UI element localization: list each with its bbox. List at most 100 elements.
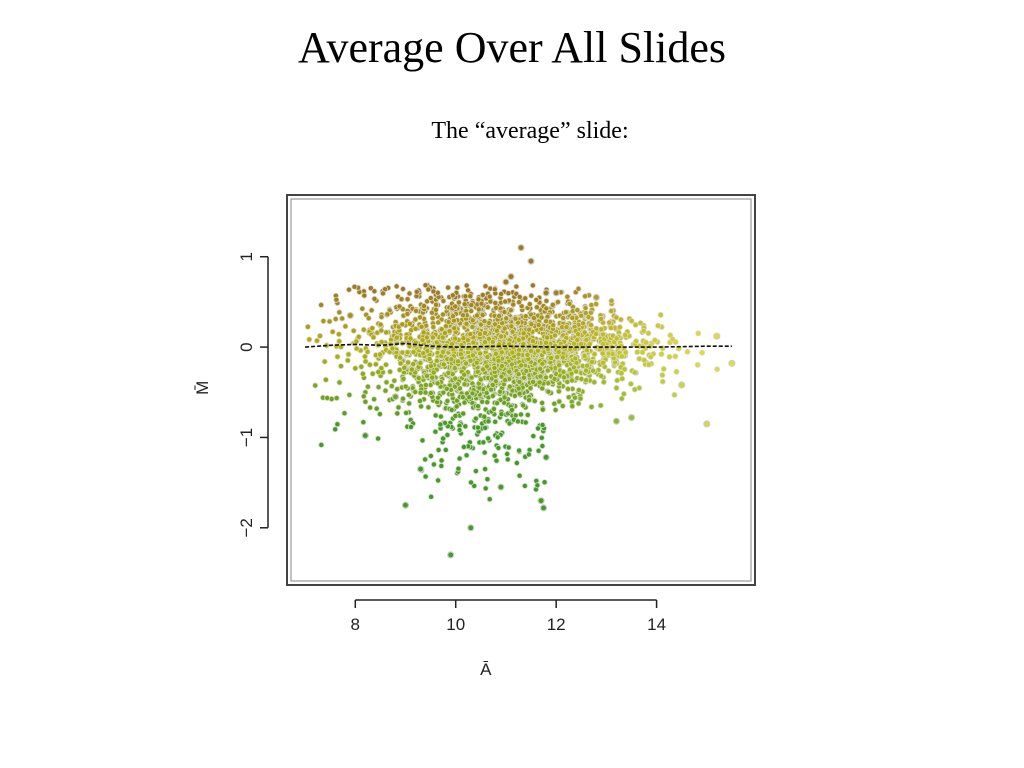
plot-frame-outer <box>286 194 756 586</box>
data-point <box>530 378 537 385</box>
data-point <box>461 399 468 406</box>
data-point <box>633 338 640 345</box>
data-point <box>526 326 533 333</box>
data-point <box>457 351 464 358</box>
data-point <box>396 303 403 310</box>
data-point <box>318 441 325 448</box>
data-point <box>627 380 634 387</box>
data-point <box>383 329 390 336</box>
data-point <box>526 301 533 308</box>
data-point <box>336 309 343 316</box>
data-point <box>590 367 597 374</box>
data-point <box>498 291 505 298</box>
plot-frame-inner <box>290 198 752 582</box>
data-point <box>361 292 368 299</box>
data-point <box>597 315 604 322</box>
data-point <box>491 364 498 371</box>
data-point <box>506 383 513 390</box>
data-point <box>575 387 582 394</box>
data-point <box>544 367 551 374</box>
data-point <box>484 304 491 311</box>
data-point <box>371 295 378 302</box>
data-point <box>568 370 575 377</box>
data-point <box>552 406 559 413</box>
data-point <box>391 377 398 384</box>
data-point <box>526 397 533 404</box>
data-point <box>508 323 515 330</box>
x-tick-label: 10 <box>446 615 465 634</box>
data-point <box>669 336 676 343</box>
data-point <box>517 411 524 418</box>
data-point <box>659 372 666 379</box>
data-point <box>389 345 396 352</box>
data-point <box>472 415 479 422</box>
data-point <box>419 437 426 444</box>
data-point <box>516 390 523 397</box>
data-point <box>551 375 558 382</box>
data-point <box>501 394 508 401</box>
data-point <box>467 293 474 300</box>
data-point <box>613 384 620 391</box>
data-point <box>445 284 452 291</box>
outlier-point <box>497 483 505 491</box>
data-point <box>498 333 505 340</box>
data-point <box>393 334 400 341</box>
data-point <box>535 447 542 454</box>
data-point <box>437 421 444 428</box>
data-point <box>442 323 449 330</box>
data-point <box>485 335 492 342</box>
x-axis-label: Ā <box>480 660 492 679</box>
data-point <box>492 350 499 357</box>
data-point <box>329 328 336 335</box>
data-point <box>449 313 456 320</box>
data-point <box>514 418 521 425</box>
data-point <box>600 379 607 386</box>
data-point <box>416 397 423 404</box>
data-point <box>481 339 488 346</box>
data-point <box>449 292 456 299</box>
data-point <box>459 312 466 319</box>
data-point <box>482 424 489 431</box>
data-point <box>452 303 459 310</box>
y-axis: 1 0 −1 −2 <box>237 252 269 537</box>
data-point <box>412 388 419 395</box>
data-point <box>475 296 482 303</box>
data-point <box>569 314 576 321</box>
data-point <box>438 457 445 464</box>
data-point <box>454 358 461 365</box>
data-point <box>539 385 546 392</box>
data-point <box>559 354 566 361</box>
data-point <box>513 459 520 466</box>
data-point <box>491 321 498 328</box>
data-point <box>673 368 680 375</box>
data-point <box>695 330 702 337</box>
data-point <box>477 321 484 328</box>
data-point <box>324 394 331 401</box>
data-point <box>462 423 469 430</box>
data-point <box>434 394 441 401</box>
ma-scatter-plot: 8 10 12 14 10−1−2 Ā M̄ <box>193 194 756 679</box>
data-point <box>634 349 641 356</box>
y-axis-label: M̄ <box>193 381 212 395</box>
data-point <box>321 358 328 365</box>
data-point <box>316 332 323 339</box>
data-point <box>473 359 480 366</box>
data-point <box>420 329 427 336</box>
data-point <box>537 373 544 380</box>
slide-title: Average Over All Slides <box>297 23 727 72</box>
data-point <box>469 323 476 330</box>
outlier-point <box>678 381 686 389</box>
data-point <box>401 364 408 371</box>
data-point <box>387 368 394 375</box>
data-point <box>405 359 412 366</box>
data-point <box>608 307 615 314</box>
data-point <box>495 357 502 364</box>
data-point <box>350 327 357 334</box>
data-point <box>320 318 327 325</box>
data-point <box>521 482 528 489</box>
data-point <box>588 403 595 410</box>
data-point <box>479 398 486 405</box>
data-point <box>560 368 567 375</box>
data-point <box>565 394 572 401</box>
data-point <box>371 288 378 295</box>
